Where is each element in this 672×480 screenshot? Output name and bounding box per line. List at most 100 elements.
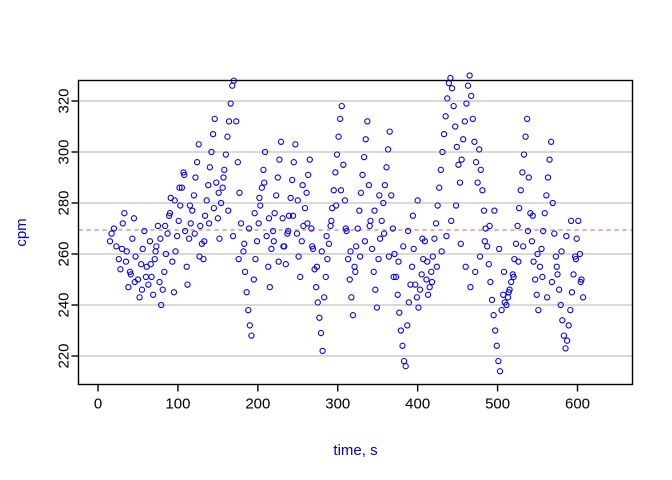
data-point <box>201 212 209 219</box>
data-point <box>333 151 341 158</box>
data-point <box>220 174 227 181</box>
data-point <box>110 225 118 232</box>
data-point <box>245 306 252 314</box>
data-point <box>481 238 488 245</box>
data-point <box>367 217 374 224</box>
data-point <box>448 85 456 92</box>
x-axis-tick-label: 0 <box>94 396 102 413</box>
data-point <box>308 225 315 232</box>
data-point <box>577 278 584 286</box>
data-point <box>121 210 128 217</box>
data-point <box>515 258 522 265</box>
data-point <box>519 169 526 176</box>
y-axis-tick-label: 320 <box>55 88 72 113</box>
data-point <box>525 174 532 181</box>
data-point <box>309 243 316 250</box>
data-point <box>129 235 136 242</box>
data-point <box>126 268 134 275</box>
data-point <box>248 332 255 339</box>
data-point <box>293 230 301 237</box>
data-point <box>529 212 536 219</box>
data-point <box>463 100 470 107</box>
data-point <box>290 159 297 166</box>
data-point <box>491 207 498 214</box>
data-point <box>294 197 301 204</box>
data-point <box>520 151 528 158</box>
data-point <box>170 289 178 296</box>
data-point <box>351 263 358 270</box>
data-point <box>541 210 548 217</box>
data-point <box>273 192 280 199</box>
data-point <box>437 166 444 173</box>
data-point <box>543 294 551 301</box>
y-axis: 220 240 260 280 300 320 <box>55 88 79 369</box>
data-point <box>409 212 417 219</box>
data-point <box>117 266 124 273</box>
data-point <box>348 294 355 301</box>
data-point <box>136 294 143 301</box>
data-point <box>241 268 249 275</box>
data-point <box>292 141 299 148</box>
data-point <box>464 82 472 89</box>
data-point <box>195 141 202 148</box>
data-point <box>313 263 321 270</box>
data-point <box>106 238 114 245</box>
data-point <box>396 309 403 316</box>
data-point <box>203 197 210 204</box>
data-point <box>395 258 402 265</box>
data-point <box>503 301 510 309</box>
data-point <box>573 235 580 242</box>
data-point <box>305 171 312 179</box>
y-axis-tick-label: 280 <box>55 190 72 215</box>
data-point <box>471 138 478 145</box>
data-point <box>257 202 264 209</box>
data-point <box>344 255 352 263</box>
y-axis-tick-label: 260 <box>55 241 72 266</box>
data-point <box>560 332 568 339</box>
data-point <box>568 289 576 296</box>
data-point <box>428 268 435 275</box>
data-point <box>354 225 361 232</box>
data-point <box>496 245 503 253</box>
data-point <box>496 368 504 375</box>
data-point <box>206 164 214 171</box>
data-point <box>392 273 400 281</box>
data-point <box>373 304 381 311</box>
data-point <box>321 294 328 301</box>
data-point <box>211 115 218 122</box>
data-point <box>261 148 269 156</box>
data-point <box>108 230 115 237</box>
data-point <box>229 232 237 240</box>
data-point <box>453 143 460 151</box>
data-point <box>563 337 571 344</box>
data-point <box>370 268 377 275</box>
data-point <box>531 276 539 283</box>
data-point <box>485 261 492 268</box>
data-point <box>498 306 505 314</box>
data-point <box>424 291 432 298</box>
data-point <box>460 136 467 143</box>
data-point <box>225 207 232 214</box>
data-point <box>516 204 523 212</box>
data-point <box>131 278 138 286</box>
data-point <box>533 291 540 298</box>
data-point <box>224 133 231 140</box>
data-point <box>258 184 265 191</box>
data-point <box>157 301 165 309</box>
data-point <box>504 294 512 301</box>
data-point <box>125 283 132 291</box>
data-point <box>149 291 157 298</box>
data-point <box>428 278 436 286</box>
data-point <box>123 248 130 255</box>
data-point <box>241 240 248 247</box>
data-point <box>495 357 502 365</box>
data-point <box>153 243 160 250</box>
data-point <box>565 322 572 329</box>
data-point <box>152 248 159 255</box>
data-point <box>539 273 546 281</box>
data-point <box>514 222 521 230</box>
data-point <box>510 273 517 281</box>
data-point <box>365 181 373 189</box>
data-point <box>356 207 363 214</box>
